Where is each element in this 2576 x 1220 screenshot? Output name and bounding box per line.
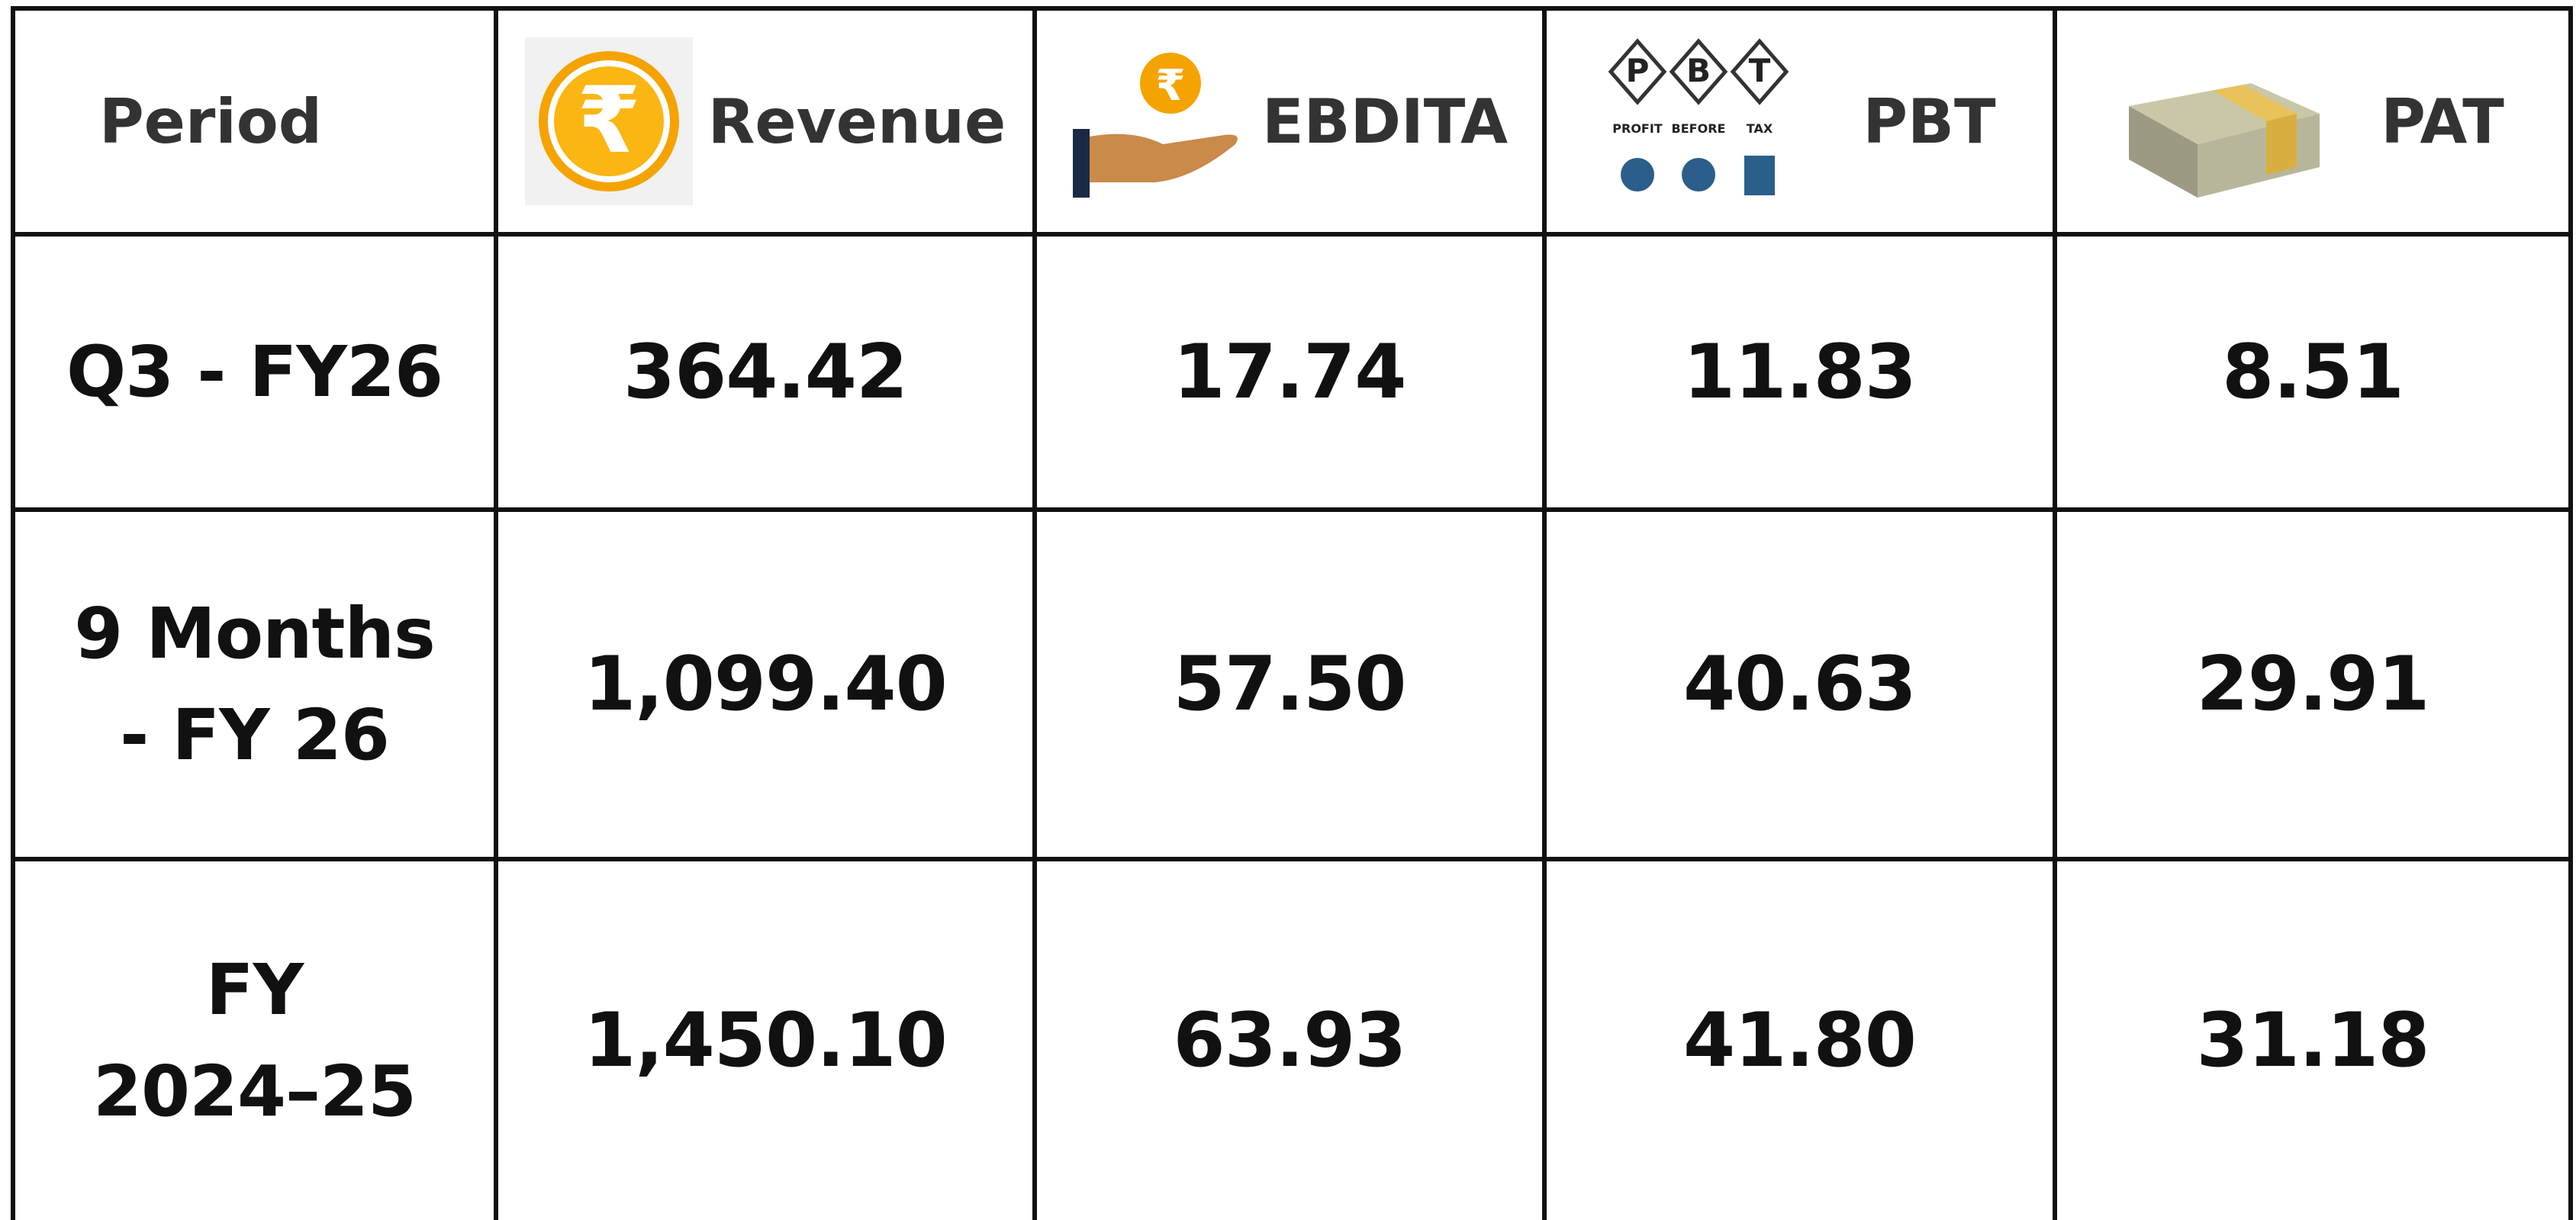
header-text: Revenue [707,85,1006,157]
value-cell: 40.63 [1542,507,2057,861]
header-text: EBDITA [1261,85,1509,157]
period-cell: Q3 - FY26 [11,232,498,512]
table-row: 9 Months - FY 26 1,099.40 57.50 40.63 29.91 [11,507,2573,861]
results-table: Period ₹ Revenue ₹ EBDITA [11,6,2573,1220]
header-text: PAT [2381,85,2504,157]
period-text: - FY 26 [120,694,390,776]
value-cell: 1,099.40 [494,507,1037,861]
icon-label: B [1686,52,1711,89]
page: Period ₹ Revenue ₹ EBDITA [11,6,2573,1220]
header-cell: P B T PROFIT BEFORE TAX PBT [1542,6,2057,237]
header-text: PBT [1863,85,1996,157]
value-cell: 29.91 [2053,507,2573,861]
money-stack-icon [2129,83,2320,198]
svg-text:₹: ₹ [1155,61,1185,111]
rupee-icon: ₹ [524,37,693,205]
pbt-icon: P B T PROFIT BEFORE TAX [1608,38,1789,195]
icon-label: PROFIT [1613,121,1663,136]
period-cell: 9 Months - FY 26 [11,507,498,861]
value-cell: 57.50 [1032,507,1547,861]
table-row: Q3 - FY26 364.42 17.74 11.83 8.51 [11,232,2573,512]
value-cell: 17.74 [1032,232,1547,512]
value-cell: 364.42 [494,232,1037,512]
header-cell: Period [11,6,498,237]
value-cell: 41.80 [1542,857,2057,1220]
icon-label: BEFORE [1672,121,1726,136]
svg-text:₹: ₹ [577,68,641,174]
icon-label: P [1626,52,1650,89]
header-cell: PAT [2053,6,2573,237]
icon-label: T [1749,52,1771,89]
period-cell: FY 2024–25 [11,857,498,1220]
header-cell: ₹ Revenue [494,6,1037,237]
period-text: 9 Months [74,592,436,674]
header-row: Period ₹ Revenue ₹ EBDITA [11,6,2573,237]
icon-label: TAX [1747,121,1773,136]
value-cell: 8.51 [2053,232,2573,512]
value-cell: 1,450.10 [494,857,1037,1220]
value-cell: 63.93 [1032,857,1547,1220]
value-cell: 31.18 [2053,857,2573,1220]
header-text: Period [99,85,322,157]
period-text: FY [205,948,304,1031]
header-cell: ₹ EBDITA [1032,6,1547,237]
value-cell: 11.83 [1542,232,2057,512]
table-row: FY 2024–25 1,450.10 63.93 41.80 31.18 [11,857,2573,1220]
period-text: Q3 - FY26 [66,330,443,413]
period-text: 2024–25 [92,1051,417,1132]
hand-coin-icon: ₹ [1072,53,1238,198]
